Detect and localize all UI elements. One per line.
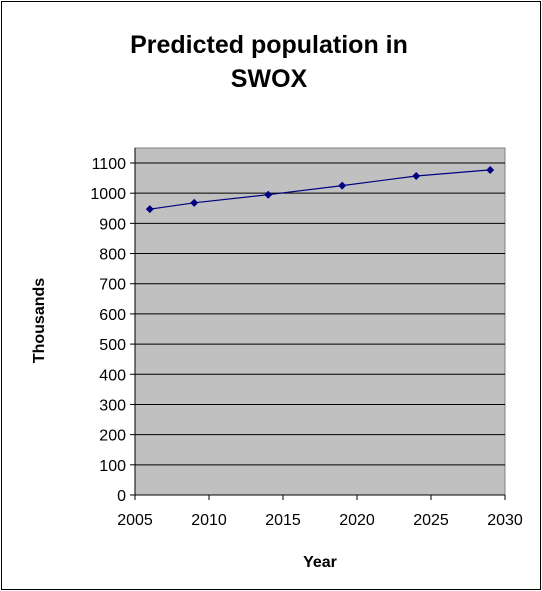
- x-axis-ticks: 2005 2010 2015 2020 2025 2030: [117, 495, 523, 529]
- x-tick-label: 2025: [413, 512, 449, 529]
- y-tick-label: 1100: [92, 156, 127, 173]
- data-point: [264, 190, 273, 199]
- series-line: [149, 169, 491, 210]
- y-tick-label: 300: [99, 397, 126, 414]
- data-point: [412, 171, 421, 180]
- data-point: [145, 205, 154, 214]
- data-point: [486, 165, 495, 174]
- y-tick-label: 200: [99, 428, 126, 445]
- y-tick-label: 1000: [90, 186, 126, 203]
- y-tick-label: 100: [99, 458, 126, 475]
- data-point: [190, 198, 199, 207]
- data-series: [145, 165, 495, 214]
- x-tick-label: 2020: [339, 512, 375, 529]
- chart-title-line-1: Predicted population in: [130, 31, 408, 59]
- y-tick-label: 800: [99, 247, 126, 264]
- gridlines: [135, 162, 505, 466]
- data-point: [338, 181, 347, 190]
- chart-title-line-2: SWOX: [230, 65, 308, 93]
- x-tick-label: 2015: [265, 512, 301, 529]
- y-tick-label: 900: [99, 216, 126, 233]
- y-tick-label: 600: [99, 307, 126, 324]
- y-axis-ticks: 0 100 200 300 400 500 600 700 800 900 1000 1100: [90, 156, 135, 505]
- chart-title: Predicted population in SWOX: [0, 28, 538, 96]
- x-axis-label: Year: [303, 554, 337, 571]
- y-tick-label: 500: [99, 337, 126, 354]
- y-tick-label: 700: [99, 277, 126, 294]
- plot-area: [134, 147, 506, 496]
- axes: [134, 148, 505, 496]
- x-tick-label: 2010: [191, 512, 227, 529]
- x-tick-label: 2030: [487, 512, 523, 529]
- x-tick-label: 2005: [117, 512, 153, 529]
- y-tick-label: 0: [117, 488, 126, 505]
- y-axis-label: Thousands: [31, 278, 48, 363]
- y-tick-label: 400: [99, 367, 126, 384]
